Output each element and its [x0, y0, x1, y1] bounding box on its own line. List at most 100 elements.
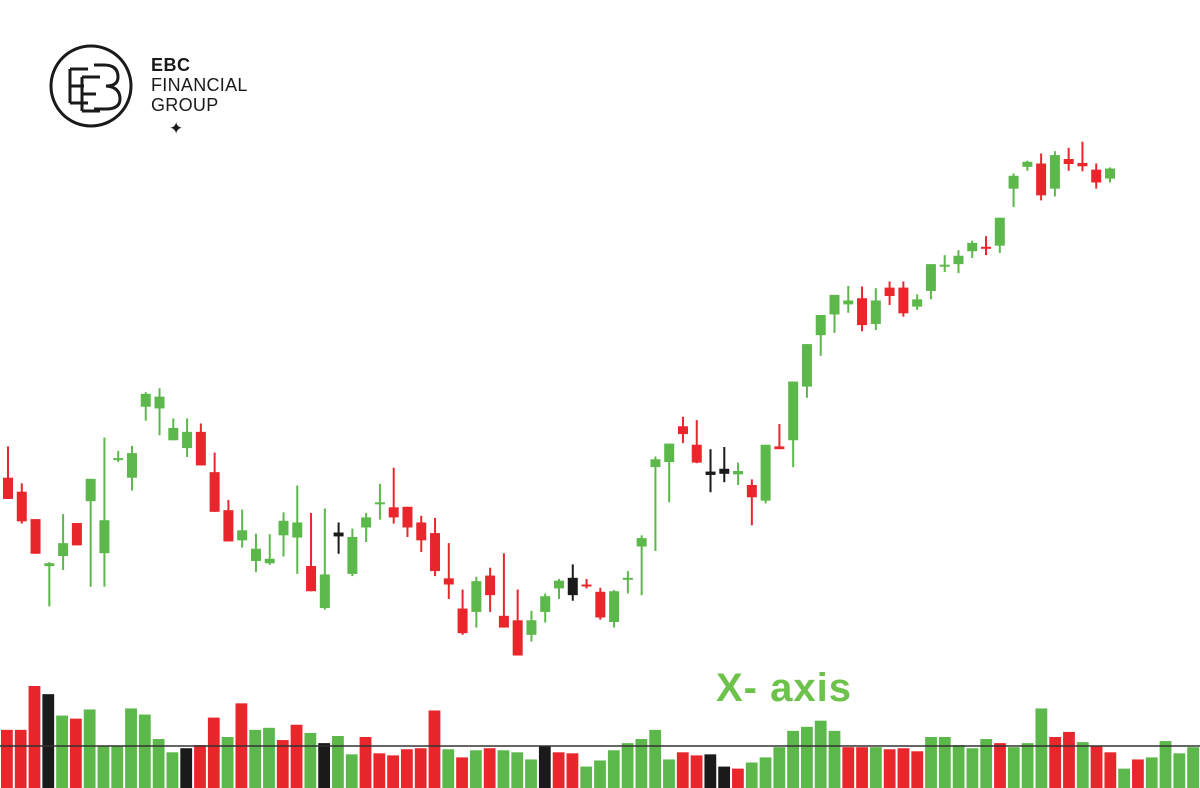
brand-name: EBC FINANCIAL GROUP [151, 55, 248, 115]
candle-body [815, 315, 826, 336]
candle-body [774, 446, 785, 450]
candle-body [85, 478, 96, 502]
volume-bar [497, 750, 510, 788]
volume-bar [152, 739, 165, 788]
candle-body [677, 426, 688, 435]
candle-body [16, 491, 27, 522]
volume-bars [1, 686, 1199, 788]
candle-body [44, 563, 55, 567]
candle-body [512, 620, 523, 656]
candle-body [402, 506, 413, 528]
volume-bar [1, 729, 13, 788]
volume-bar [56, 715, 68, 788]
x-axis-label: X- axis [716, 666, 852, 710]
volume-bar [607, 750, 620, 788]
candle-body [857, 298, 868, 326]
volume-bar [332, 735, 344, 788]
volume-bar [580, 766, 593, 788]
volume-bar [676, 752, 689, 788]
candle-body [870, 300, 881, 324]
brand-line-3: GROUP [151, 95, 219, 115]
candle-body [733, 471, 744, 475]
volume-bar [373, 753, 386, 788]
candle-body [554, 580, 564, 589]
candle-body [760, 444, 771, 501]
candle-body [71, 523, 82, 546]
volume-bar [552, 752, 565, 788]
candle-body [1008, 175, 1019, 189]
candle-body [939, 264, 950, 267]
candle-body [361, 517, 372, 528]
volume-bar [649, 729, 662, 788]
volume-bar [359, 737, 372, 788]
candle-body [843, 300, 854, 305]
volume-bar [1173, 753, 1186, 788]
candle-body [3, 477, 13, 499]
candle-body [981, 246, 992, 249]
volume-bar [442, 749, 455, 788]
candle-body [416, 522, 427, 541]
volume-bar [663, 759, 675, 788]
volume-bar [1187, 747, 1199, 788]
candle-body [898, 287, 909, 314]
volume-bar [207, 717, 220, 788]
candle-body [595, 591, 606, 618]
volume-bar [263, 727, 275, 788]
volume-bar [759, 757, 772, 788]
candle-body [622, 577, 633, 580]
candle-body [664, 443, 675, 463]
volume-bar [1076, 742, 1089, 788]
volume-bar [869, 747, 882, 788]
volume-bar [635, 739, 648, 788]
volume-bar [966, 748, 979, 788]
candle-body [209, 472, 220, 512]
candle-body [829, 294, 840, 315]
volume-bar [745, 762, 758, 788]
candle-body [1022, 161, 1033, 167]
volume-bar [566, 753, 579, 788]
candle-body [264, 558, 275, 564]
candle-body [388, 507, 399, 518]
sparkle-icon: ✦ [169, 119, 184, 138]
candle-body [994, 217, 1005, 246]
volume-bar [594, 760, 606, 788]
volume-bar [511, 752, 524, 788]
candle-body [140, 393, 151, 407]
volume-bar [801, 726, 813, 788]
volume-bar [180, 748, 193, 788]
candle-body [306, 566, 317, 592]
candle-body [113, 458, 124, 461]
volume-bar [732, 768, 744, 788]
brand-line-2: FINANCIAL [151, 75, 248, 95]
volume-bar [456, 757, 468, 788]
volume-bar [401, 749, 413, 788]
volume-bar [911, 751, 924, 788]
candle-body [1049, 155, 1060, 189]
volume-bar [28, 686, 41, 788]
volume-bar [166, 752, 179, 788]
volume-bar [938, 737, 951, 788]
candle-body [609, 591, 620, 622]
volume-bar [111, 746, 124, 788]
volume-bar [469, 750, 482, 788]
volume-bar [980, 739, 993, 788]
candle-body [347, 536, 358, 574]
candle-body [1077, 162, 1088, 167]
volume-bar [1104, 752, 1117, 788]
candle-body [457, 608, 468, 634]
candle-body [1105, 168, 1115, 179]
candle-body [443, 578, 454, 585]
candle-body [30, 519, 41, 554]
candle-body [126, 453, 137, 478]
volume-bar [994, 743, 1006, 788]
volume-bar [1090, 746, 1103, 788]
candle-body [195, 431, 206, 466]
candle-body [884, 287, 895, 296]
brand-logo: ✦ EBC FINANCIAL GROUP [48, 43, 268, 137]
volume-bar [1063, 731, 1075, 788]
candle-body [333, 532, 344, 537]
candle-body [471, 581, 482, 612]
candle-body [292, 522, 303, 538]
volume-bar [704, 754, 717, 788]
